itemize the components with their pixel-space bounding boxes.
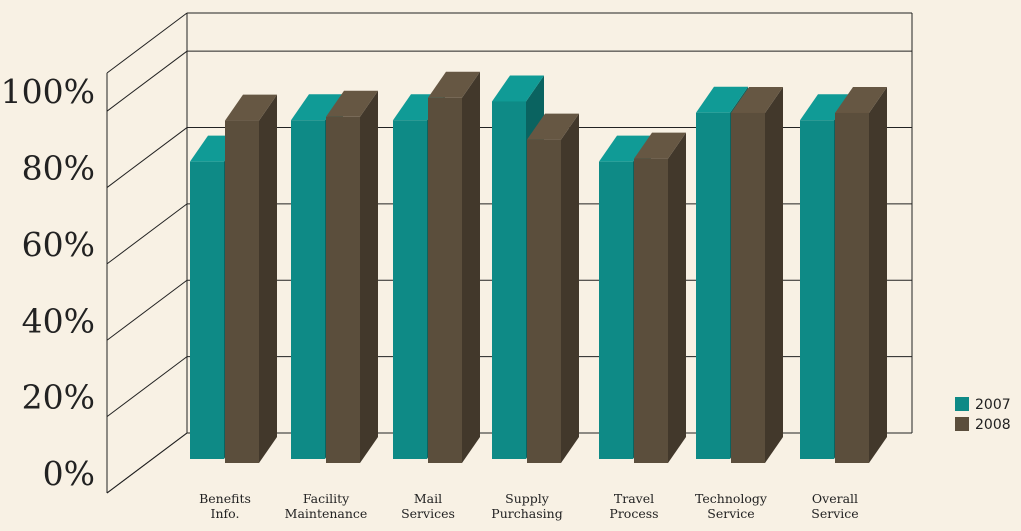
y-tick-label: 0%	[43, 454, 95, 493]
bar-2007-6	[800, 120, 834, 460]
bar-side-2008-6	[869, 86, 887, 463]
x-tick-label: Purchasing	[491, 506, 562, 521]
x-tick-label: Supply	[505, 491, 550, 506]
x-tick-label: Maintenance	[285, 506, 368, 521]
gridline-diagonal	[106, 203, 188, 265]
x-tick-label: Mail	[414, 491, 442, 506]
x-tick-label: Process	[609, 506, 658, 521]
bar-top-2008-4	[634, 132, 686, 159]
bar-side-2008-5	[765, 86, 783, 463]
bar-top-2008-3	[527, 113, 579, 140]
x-tick-label: Service	[707, 506, 754, 521]
bar-2008-5	[731, 112, 765, 463]
x-tick-label: Overall	[812, 491, 858, 506]
bar-2008-2	[428, 97, 462, 464]
side-wall-top	[106, 12, 188, 74]
bar-top-2008-0	[225, 94, 277, 121]
x-tick-label: Benefits	[199, 491, 251, 506]
bar-side-2008-2	[462, 71, 480, 464]
gridline-diagonal	[106, 432, 188, 494]
bar-2007-3	[492, 101, 526, 460]
bar-side-2008-4	[668, 132, 686, 463]
bar-top-2007-3	[492, 75, 544, 102]
bar-top-2008-6	[835, 86, 887, 113]
bar-side-2008-0	[259, 94, 277, 463]
legend-label-2008: 2008	[975, 417, 1011, 433]
gridline-diagonal	[106, 127, 188, 188]
bar-2008-4	[634, 158, 668, 463]
y-tick-label: 40%	[22, 301, 95, 340]
bar-2008-0	[225, 120, 259, 463]
bar-2007-0	[190, 161, 224, 460]
bar-top-2007-6	[800, 94, 852, 121]
bar-2007-4	[599, 161, 633, 460]
x-tick-label: Services	[401, 506, 455, 521]
bar-top-2008-2	[428, 71, 480, 98]
bar-top-2008-1	[326, 90, 378, 117]
x-tick-label: Travel	[614, 491, 654, 506]
bar-side-2008-3	[561, 113, 579, 463]
x-tick-label: Technology	[695, 491, 768, 506]
y-tick-label: 20%	[22, 378, 95, 417]
y-tick-label: 60%	[22, 225, 95, 264]
x-tick-label: Facility	[303, 491, 350, 506]
legend-swatch-2007	[955, 397, 969, 411]
bar-top-2007-4	[599, 135, 651, 162]
bar-2008-3	[527, 139, 561, 463]
bar-top-2007-5	[696, 86, 748, 113]
bar-2008-6	[835, 112, 869, 463]
bar-side-2008-1	[360, 90, 378, 463]
gridline-diagonal	[106, 279, 188, 341]
y-tick-label: 80%	[22, 149, 95, 188]
bar-top-2007-1	[291, 94, 343, 121]
bar-top-2008-5	[731, 86, 783, 113]
gridline-diagonal	[106, 356, 188, 418]
bar-2007-1	[291, 120, 325, 460]
x-tick-label: Info.	[211, 506, 240, 521]
legend-swatch-2008	[955, 417, 969, 431]
x-tick-label: Service	[811, 506, 858, 521]
gridline-diagonal	[106, 50, 188, 112]
y-tick-label: 100%	[1, 72, 95, 111]
bar-2007-5	[696, 112, 730, 459]
bar-2008-1	[326, 116, 360, 463]
bar-2007-2	[393, 120, 427, 460]
legend-label-2007: 2007	[975, 397, 1011, 413]
